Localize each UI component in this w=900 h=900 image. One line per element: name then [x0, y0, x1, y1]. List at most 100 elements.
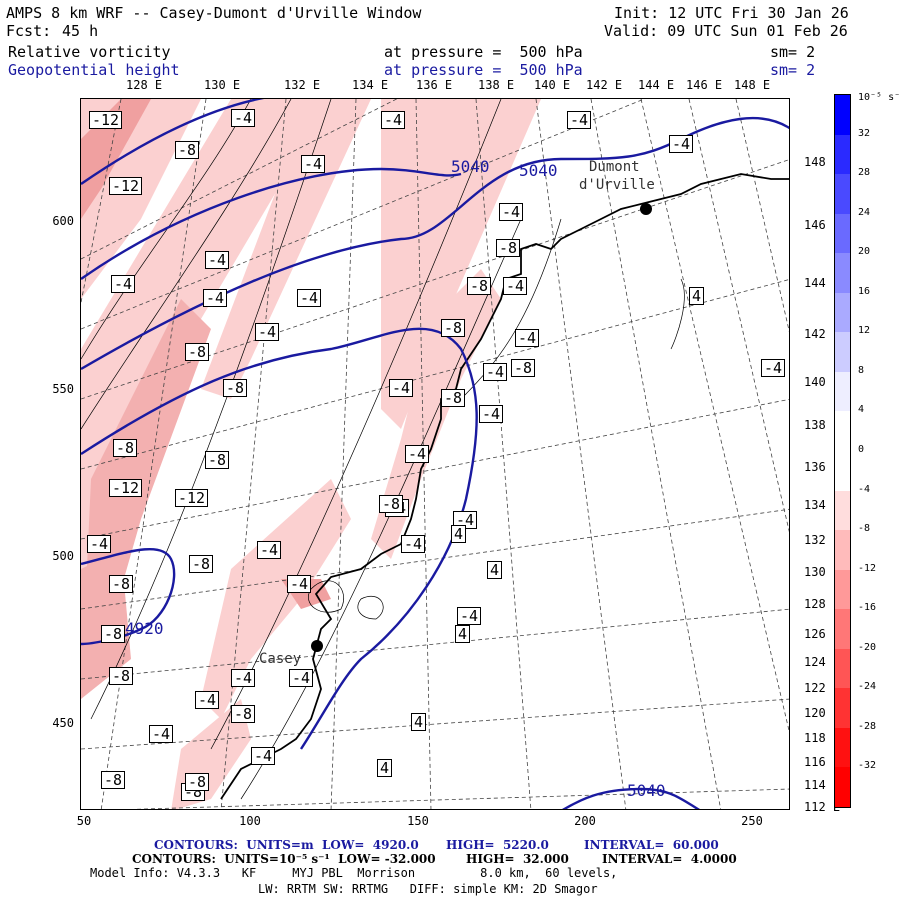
top-lon-label: 136 E: [416, 78, 453, 92]
vorticity-label: -4: [203, 289, 228, 307]
vorticity-label: -4: [257, 541, 282, 559]
y-tick-label: 600: [52, 214, 74, 228]
colorbar-segment: [835, 688, 850, 729]
height-contours: [81, 99, 789, 809]
colorbar-label: -24: [858, 681, 877, 693]
vorticity-label: 4: [689, 287, 705, 305]
top-lon-label: 148 E: [734, 78, 771, 92]
colorbar-label: 8: [858, 364, 865, 376]
vorticity-label: -8: [511, 359, 536, 377]
latlon-grid: [81, 99, 789, 809]
colorbar-unit: 10⁻⁵ s⁻¹: [858, 92, 900, 103]
vorticity-label: -4: [231, 109, 256, 127]
vorticity-label: -4: [287, 575, 312, 593]
field1-smoothing: sm= 2: [770, 43, 816, 61]
vorticity-label: -8: [109, 667, 134, 685]
vorticity-label: -8: [189, 555, 214, 573]
model-physics: LW: RRTM SW: RRTMG DIFF: simple KM: 2D S…: [258, 882, 598, 896]
x-tick-label: 150: [407, 814, 429, 828]
vorticity-label: -8: [441, 389, 466, 407]
top-lon-label: 130 E: [204, 78, 241, 92]
colorbar-segment: [835, 609, 850, 650]
vorticity-label: -12: [109, 177, 143, 195]
height-contour-interval: INTERVAL= 60.000: [584, 838, 719, 852]
place-label: d'Urville: [579, 177, 655, 193]
vort-contour-info: CONTOURS: UNITS=10⁻⁵ s⁻¹ LOW= -32.000: [132, 852, 436, 866]
colorbar-segment: [835, 253, 850, 294]
vorticity-shading: [81, 99, 541, 809]
colorbar-label: -20: [858, 641, 877, 653]
vorticity-label: -4: [297, 289, 322, 307]
vorticity-label: -4: [381, 111, 406, 129]
vorticity-label: -8: [113, 439, 138, 457]
vorticity-contours: [81, 99, 685, 800]
colorbar-segment: [835, 727, 850, 768]
vorticity-label: -4: [251, 747, 276, 765]
vorticity-label: -8: [109, 575, 134, 593]
colorbar-label: -32: [858, 760, 877, 772]
vorticity-label: -4: [231, 669, 256, 687]
y-tick-label: 550: [52, 382, 74, 396]
vorticity-label: -4: [401, 535, 426, 553]
colorbar-label: -16: [858, 602, 877, 614]
vorticity-label: -4: [515, 329, 540, 347]
top-lon-label: 138 E: [478, 78, 515, 92]
vorticity-label: -4: [195, 691, 220, 709]
vorticity-label: -4: [503, 277, 528, 295]
colorbar-label: 16: [858, 285, 871, 297]
vorticity-label: -4: [479, 405, 504, 423]
colorbar-segment: [835, 213, 850, 254]
vorticity-label: -8: [185, 773, 210, 791]
colorbar-label: 0: [858, 444, 865, 455]
field2-name: Geopotential height: [8, 61, 180, 79]
height-contour-info: CONTOURS: UNITS=m LOW= 4920.0: [154, 838, 419, 852]
colorbar-segment: [835, 767, 850, 808]
vorticity-label: -12: [89, 111, 123, 129]
x-tick-label: 100: [239, 814, 261, 828]
model-info: Model Info: V4.3.3 KF MYJ PBL Morrison 8…: [90, 866, 618, 880]
colorbar-segment: [835, 530, 850, 571]
vort-contour-high: HIGH= 32.000: [466, 852, 569, 866]
vorticity-label: -4: [405, 445, 430, 463]
colorbar-segment: [835, 569, 850, 610]
colorbar-segment: [835, 451, 850, 492]
top-lon-label: 128 E: [126, 78, 163, 92]
vorticity-label: -12: [175, 489, 209, 507]
field2-level: at pressure = 500 hPa: [384, 61, 583, 79]
vorticity-label: -12: [109, 479, 143, 497]
dumont-marker: [640, 203, 652, 215]
vorticity-label: -4: [567, 111, 592, 129]
colorbar-label: 32: [858, 127, 871, 139]
vorticity-label: -4: [111, 275, 136, 293]
vorticity-label: -8: [223, 379, 248, 397]
top-lon-label: 142 E: [586, 78, 623, 92]
vorticity-label: 4: [487, 561, 503, 579]
colorbar-label: -28: [858, 720, 877, 732]
map-panel: Dumont d'Urville Casey 5040 5040 4920 50…: [80, 98, 790, 810]
vorticity-label: -4: [301, 155, 326, 173]
x-tick-label: 200: [574, 814, 596, 828]
vorticity-label: -8: [205, 451, 230, 469]
vorticity-label: 4: [411, 713, 427, 731]
vorticity-label: -4: [87, 535, 112, 553]
vorticity-label: -4: [761, 359, 786, 377]
place-label: Dumont: [589, 159, 640, 175]
colorbar-label: 24: [858, 206, 871, 218]
top-lon-label: 134 E: [352, 78, 389, 92]
place-label: Casey: [259, 651, 302, 667]
colorbar-label: -8: [858, 523, 871, 535]
colorbar-label: -12: [858, 562, 877, 574]
colorbar: [834, 94, 851, 808]
vorticity-label: 4: [377, 759, 393, 777]
vorticity-label: -8: [101, 771, 126, 789]
colorbar-segment: [835, 490, 850, 531]
chart-title: AMPS 8 km WRF -- Casey-Dumont d'Urville …: [6, 4, 422, 22]
y-tick-label: 450: [52, 716, 74, 730]
vorticity-label: -4: [289, 669, 314, 687]
casey-marker: [311, 640, 323, 652]
field2-smoothing: sm= 2: [770, 61, 816, 79]
colorbar-segment: [835, 134, 850, 175]
vorticity-label: -4: [483, 363, 508, 381]
vorticity-label: -4: [389, 379, 414, 397]
vort-contour-interval: INTERVAL= 4.0000: [602, 852, 737, 866]
